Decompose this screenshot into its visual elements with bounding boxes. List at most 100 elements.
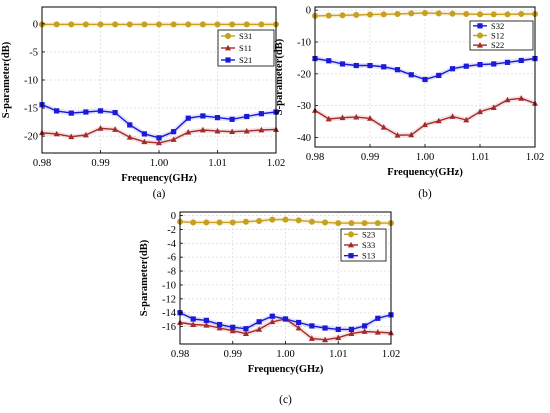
data-point — [258, 126, 265, 133]
data-point — [491, 61, 497, 67]
series-S32 — [312, 55, 538, 83]
data-point — [295, 324, 302, 331]
data-point — [141, 21, 148, 28]
x-tick-label: 0.99 — [361, 152, 379, 163]
data-point — [361, 220, 368, 227]
data-point — [436, 72, 442, 79]
data-point — [269, 313, 275, 319]
data-point — [141, 131, 147, 137]
legend-marker — [348, 253, 354, 259]
panel-2: 0.98 0.99 1.00 1.01 1.02 0 -10 -20 -30 -40 Frequen… — [274, 6, 544, 200]
data-point — [435, 117, 442, 124]
data-point — [216, 324, 223, 331]
data-point — [242, 330, 249, 336]
y-tick-label: -10 — [24, 76, 38, 87]
y-tick-label: -16 — [162, 322, 176, 333]
y-tick-label: -6 — [167, 253, 176, 264]
data-point — [477, 61, 483, 68]
series-S11 — [39, 125, 279, 146]
data-point — [518, 57, 524, 64]
data-point — [112, 126, 119, 132]
data-point — [296, 319, 302, 326]
data-point — [269, 216, 276, 223]
x-axis-label: Frequency(GHz) — [248, 364, 324, 375]
data-point — [325, 115, 332, 122]
data-point — [229, 219, 236, 226]
data-point — [256, 326, 263, 332]
data-point — [518, 10, 525, 18]
y-tick-label: -40 — [297, 133, 311, 144]
data-point — [361, 328, 368, 334]
data-point — [258, 111, 264, 117]
data-point — [243, 127, 250, 134]
x-tick-label: 1.01 — [329, 349, 347, 360]
data-point — [269, 318, 276, 325]
data-point — [170, 21, 177, 28]
data-point — [463, 63, 469, 69]
data-point — [335, 326, 341, 333]
legend-marker — [477, 41, 483, 48]
data-point — [155, 21, 163, 28]
x-tick-label: 1.02 — [382, 349, 400, 360]
data-point — [348, 326, 355, 333]
data-point — [203, 322, 210, 328]
data-point — [504, 59, 511, 65]
y-tick-label: -12 — [162, 294, 176, 305]
series-S12 — [311, 9, 539, 19]
data-point — [126, 21, 133, 28]
y-tick-label: 0 — [171, 211, 176, 222]
data-point — [335, 220, 342, 227]
data-point — [309, 323, 315, 329]
data-point — [54, 108, 60, 114]
legend-label: S13 — [362, 251, 375, 261]
data-point — [141, 138, 148, 145]
data-point — [53, 130, 60, 137]
data-point — [97, 125, 104, 131]
data-point — [242, 218, 249, 225]
data-point — [156, 135, 162, 141]
data-point — [322, 325, 328, 331]
data-point — [282, 216, 289, 223]
y-tick-label: -2 — [167, 225, 176, 236]
data-point — [112, 21, 119, 28]
legend-marker — [224, 32, 232, 40]
data-point — [353, 11, 360, 19]
legend-item: S22 — [473, 40, 504, 50]
data-point — [422, 121, 428, 128]
legend-label: S33 — [362, 240, 375, 250]
data-point — [308, 335, 315, 341]
data-point — [308, 218, 315, 225]
x-axis-label: Frequency(GHz) — [387, 167, 463, 178]
x-tick-label: 1.00 — [150, 158, 168, 169]
data-point — [477, 108, 483, 115]
data-point — [214, 127, 221, 134]
data-point — [203, 219, 210, 226]
legend-marker — [347, 231, 355, 238]
legend-item: S12 — [473, 31, 504, 41]
legend-item: S31 — [221, 31, 252, 41]
data-point — [126, 134, 133, 140]
legend-marker — [225, 44, 231, 51]
data-point — [463, 10, 470, 18]
data-point — [200, 113, 206, 119]
y-tick-label: -10 — [162, 280, 176, 291]
data-point — [375, 315, 381, 321]
panel-letter: (c) — [279, 394, 292, 406]
legend-item: S21 — [221, 55, 252, 65]
data-point — [366, 11, 374, 18]
data-point — [214, 115, 221, 121]
data-point — [353, 113, 360, 120]
data-point — [367, 115, 373, 121]
data-point — [380, 11, 387, 18]
x-tick-label: 0.98 — [306, 152, 324, 163]
x-tick-label: 0.98 — [171, 349, 189, 360]
data-point — [490, 11, 497, 18]
data-point — [435, 10, 442, 17]
y-tick-label: -15 — [24, 104, 38, 115]
data-point — [214, 21, 221, 28]
y-tick-label: 0 — [33, 19, 38, 30]
y-axis-label: S-parameter(dB) — [274, 38, 285, 115]
y-tick-label: -5 — [29, 47, 38, 58]
data-point — [381, 64, 387, 70]
legend-label: S12 — [491, 31, 504, 41]
